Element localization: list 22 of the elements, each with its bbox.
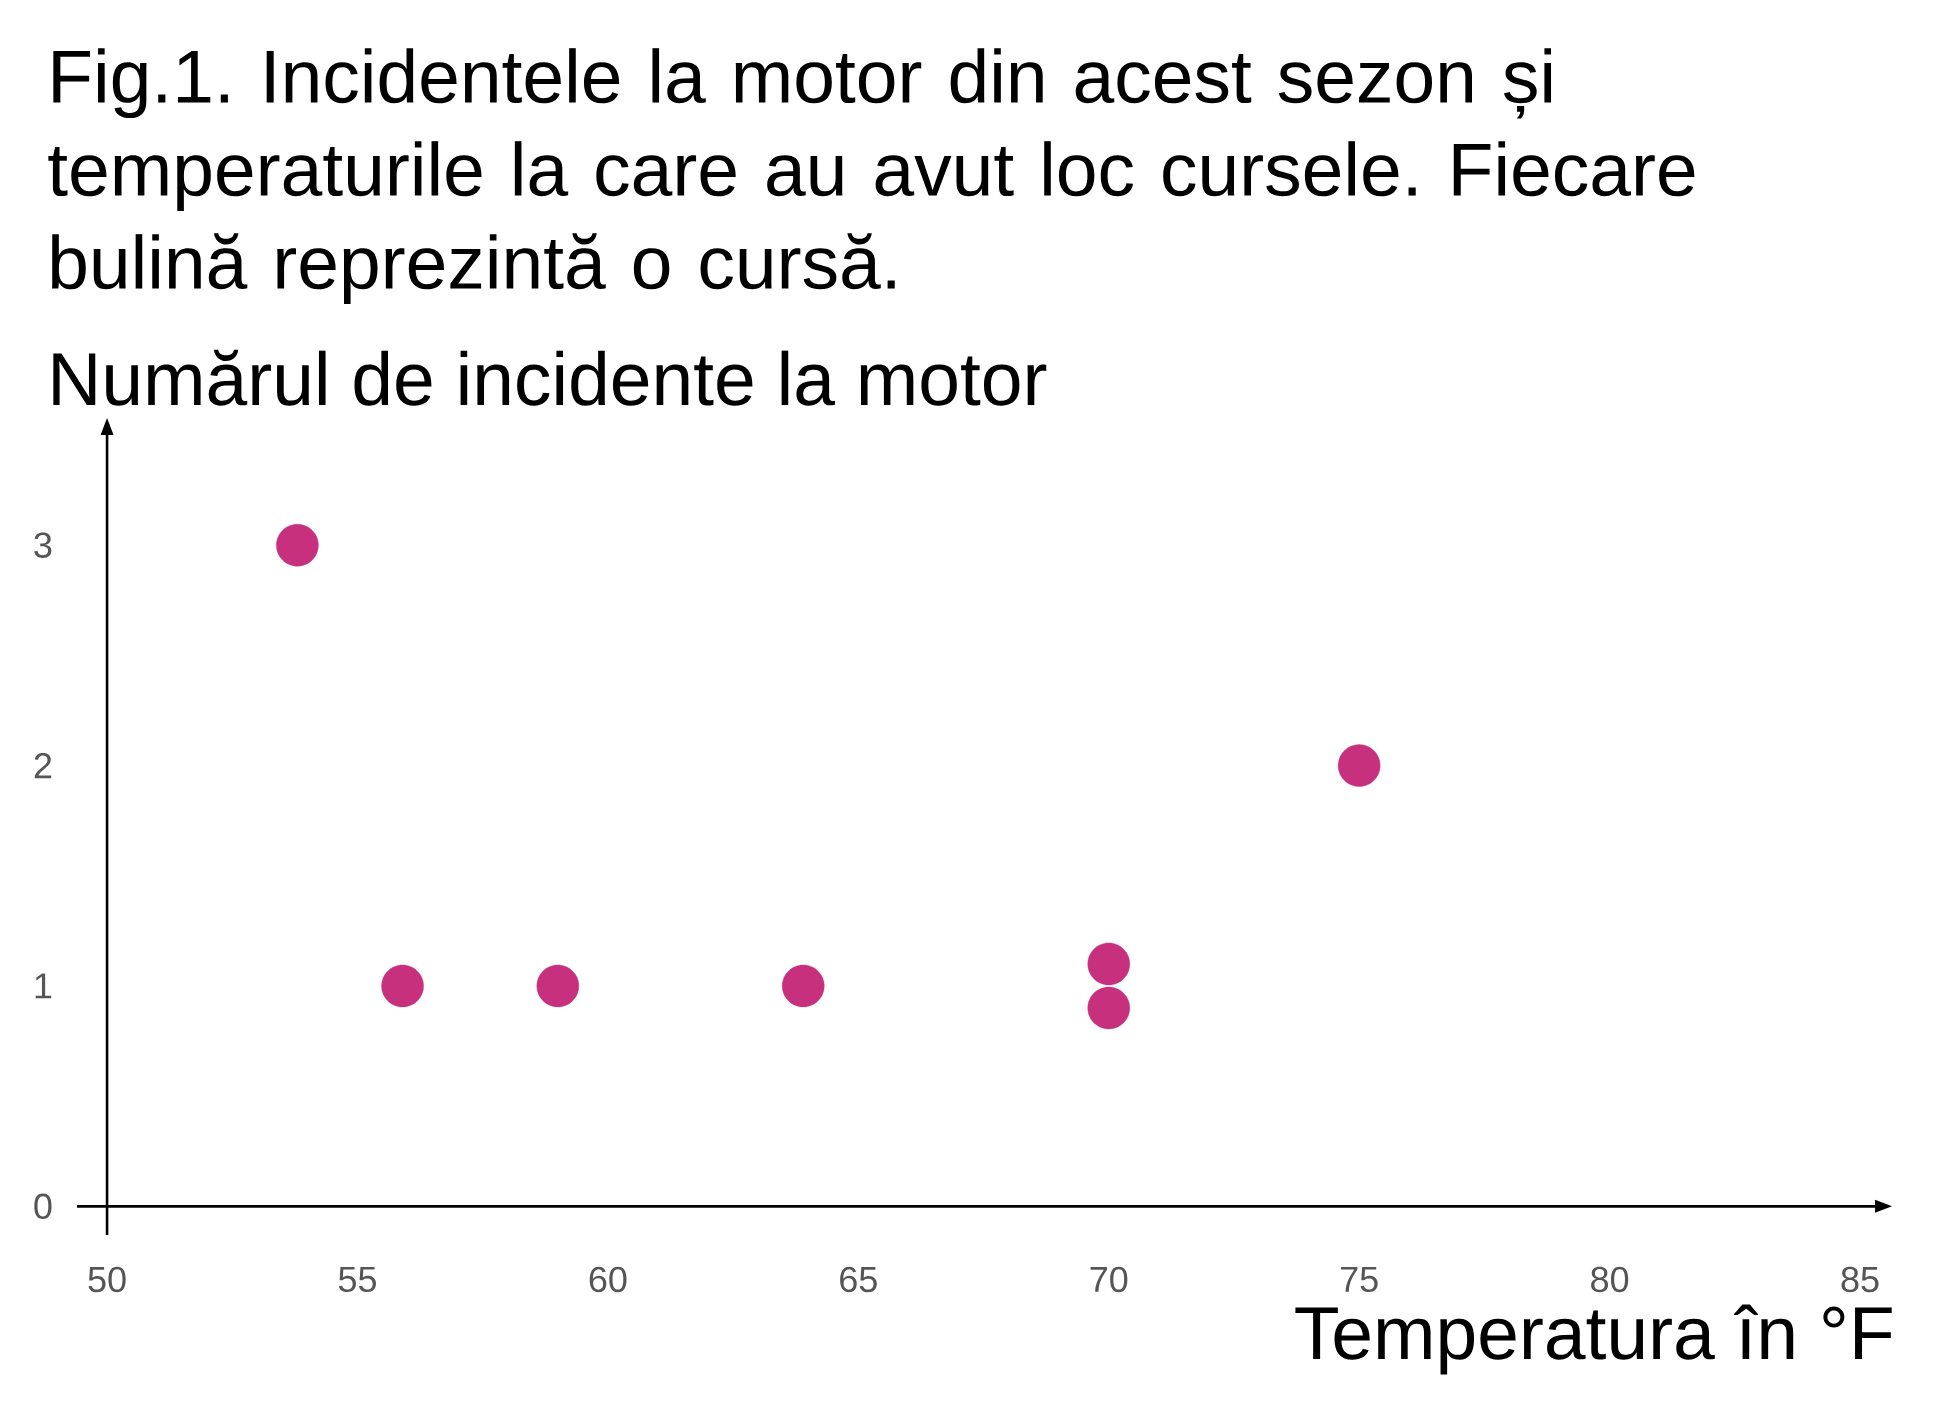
point (1337, 744, 1381, 787)
x-tick-label: 65 (840, 1266, 877, 1293)
point (782, 964, 825, 1008)
point (276, 523, 319, 567)
y-tick-label: 1 (35, 973, 52, 999)
y-tick-label: 2 (34, 752, 52, 779)
point (1087, 942, 1130, 986)
point (1087, 986, 1130, 1030)
x-tick-label: 85 (1841, 1266, 1879, 1293)
x-axis-title: Temperatura în °F (1295, 1304, 1892, 1375)
x-tick-label: 80 (1591, 1266, 1629, 1293)
y-tick-label: 0 (34, 1193, 52, 1220)
x-tick-label: 60 (589, 1266, 627, 1293)
point (381, 964, 424, 1008)
chart-title: Fig.1. Incidentele la motor din acest sezon și temperaturile la care au avut loc cursele. Fiecare bulină reprezintă o cursă. (48, 48, 1695, 305)
point (536, 964, 580, 1008)
y-axis-title: Numărul de incidente la motor (53, 349, 1047, 406)
x-tick-label: 70 (1090, 1266, 1128, 1293)
y-tick-label: 3 (34, 532, 52, 558)
x-tick-label: 75 (1340, 1266, 1378, 1293)
x-tick-label: 55 (338, 1266, 376, 1293)
x-tick-label: 50 (88, 1266, 126, 1293)
